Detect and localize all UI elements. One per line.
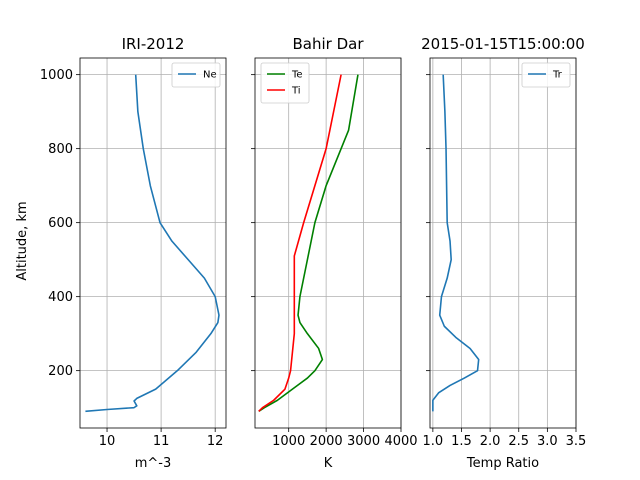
axes-frame <box>429 57 577 429</box>
y-axis-label: Altitude, km <box>15 201 30 280</box>
axes-frame <box>254 57 402 429</box>
panel-title: Bahir Dar <box>292 35 364 53</box>
x-tick-label: 3000 <box>347 434 380 449</box>
legend: Ne <box>171 62 221 88</box>
y-tick-label: 200 <box>48 364 73 379</box>
y-tick-label: 800 <box>48 142 73 157</box>
x-axis-label: Temp Ratio <box>466 456 539 471</box>
y-tick-label: 400 <box>48 290 73 305</box>
x-tick-label: 1000 <box>272 434 305 449</box>
x-tick-label: 11 <box>153 434 170 449</box>
x-tick-label: 3.5 <box>566 434 587 449</box>
legend: Tr <box>521 62 571 88</box>
x-tick-label: 1.0 <box>423 434 444 449</box>
x-tick-label: 2.0 <box>480 434 501 449</box>
x-tick-label: 4000 <box>384 434 417 449</box>
series-line-ti <box>258 74 342 412</box>
panel-3: 1.0 1.5 2.0 2.5 3.0 3.5 2015-01-15T15:00:00 Tem… <box>421 35 586 471</box>
legend-entry: Ne <box>203 70 217 81</box>
legend-box <box>171 62 221 88</box>
y-tick-label: 1000 <box>40 68 73 83</box>
x-tick-label: 3.0 <box>537 434 558 449</box>
x-tick-label: 1.5 <box>451 434 472 449</box>
series-line-ne <box>85 74 220 413</box>
panel-2: 1000 2000 3000 4000 Bahir Dar K Te Ti <box>251 35 418 471</box>
x-tick-label: 2000 <box>310 434 343 449</box>
panel-title: 2015-01-15T15:00:00 <box>421 35 585 53</box>
x-axis-label: m^-3 <box>135 456 172 471</box>
legend-entry: Te <box>291 70 303 81</box>
legend-entry: Tr <box>552 70 563 81</box>
panel-title: IRI-2012 <box>122 35 185 53</box>
axes-frame <box>79 57 227 429</box>
x-axis-label: K <box>324 456 333 471</box>
x-tick-label: 2.5 <box>508 434 529 449</box>
legend-box <box>521 62 571 88</box>
x-tick-label: 10 <box>99 434 116 449</box>
series-line-tr <box>432 74 480 412</box>
series-line-te <box>258 74 359 413</box>
legend: Te Ti <box>260 62 310 104</box>
x-tick-label: 12 <box>207 434 224 449</box>
y-tick-label: 600 <box>48 216 73 231</box>
legend-box <box>260 62 310 104</box>
panel-1: 10 11 12 200 400 600 800 1000 IRI-2012 m^-3 Ne <box>40 35 227 471</box>
legend-entry: Ti <box>291 86 301 97</box>
